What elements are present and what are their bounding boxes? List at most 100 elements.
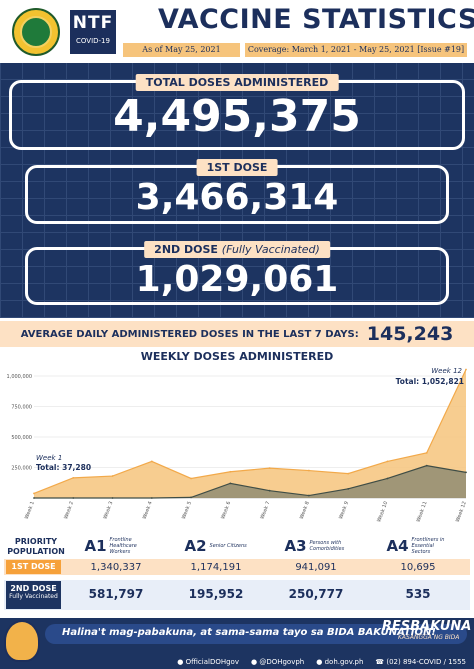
coverage-range: Coverage: March 1, 2021 - May 25, 2021 [… bbox=[245, 43, 467, 57]
second-dose-row-bg bbox=[4, 580, 470, 610]
first-dose-label: 1ST DOSE bbox=[196, 159, 278, 176]
facebook-contact[interactable]: ● OfficialDOHgov bbox=[177, 657, 239, 666]
total-doses-value: 4,495,375 bbox=[113, 91, 361, 142]
annotation-total-label: Total: 37,280 bbox=[36, 463, 91, 472]
data-point bbox=[425, 451, 428, 454]
x-tick-label: Week 6 bbox=[220, 501, 232, 520]
second-dose-note: (Fully Vaccinated) bbox=[221, 243, 320, 256]
second-dose-row-label-box: 2ND DOSE Fully Vaccinated bbox=[6, 581, 61, 609]
y-tick-label: 500,000 bbox=[11, 435, 32, 441]
second-dose-cell: 250,777 bbox=[288, 587, 344, 601]
data-point bbox=[150, 497, 153, 499]
x-tick-label: Week 10 bbox=[376, 501, 389, 523]
priority-table: PRIORITY POPULATION A1 Frontline Healthca… bbox=[0, 535, 474, 613]
priority-group-header: A1 Frontline Healthcare Workers bbox=[68, 537, 164, 557]
annotation-total-label: Total: 1,052,821 bbox=[396, 377, 464, 386]
data-point bbox=[229, 470, 232, 473]
average-daily-bar: AVERAGE DAILY ADMINISTERED DOSES IN THE … bbox=[0, 321, 474, 347]
footer-message: Halina't mag-pabakuna, at sama-sama tayo… bbox=[62, 627, 436, 638]
second-dose-cell: 581,797 bbox=[88, 587, 144, 601]
series-area-1 bbox=[34, 465, 466, 498]
data-point bbox=[308, 494, 310, 497]
data-point bbox=[465, 471, 467, 474]
priority-group-header: A4 Frontliners in Essential Sectors bbox=[370, 537, 466, 557]
x-tick-label: Week 9 bbox=[338, 501, 350, 520]
contacts-bar: ● OfficialDOHgov ● @DOHgovph ● doh.gov.p… bbox=[0, 654, 474, 669]
average-daily-value: 145,243 bbox=[366, 323, 454, 345]
total-doses-box: TOTAL DOSES ADMINISTERED 4,495,375 bbox=[9, 74, 465, 150]
x-tick-label: Week 2 bbox=[63, 501, 75, 520]
second-dose-label: 2ND DOSE bbox=[154, 243, 218, 256]
annotation-week-label: Week 1 bbox=[36, 454, 62, 462]
facebook-contact-text: OfficialDOHgov bbox=[185, 657, 239, 666]
priority-group-header: A2 Senior Citizens bbox=[168, 537, 264, 557]
second-dose-row-label: 2ND DOSE bbox=[10, 584, 57, 593]
data-point bbox=[33, 492, 35, 495]
total-doses-label: TOTAL DOSES ADMINISTERED bbox=[135, 74, 339, 91]
priority-group-desc: Frontliners in Essential Sectors bbox=[411, 537, 445, 555]
priority-group-code: A4 bbox=[386, 537, 409, 555]
second-dose-value: 1,029,061 bbox=[135, 259, 339, 300]
x-tick-label: Week 5 bbox=[181, 501, 193, 520]
data-point bbox=[190, 496, 192, 499]
data-point bbox=[72, 476, 75, 479]
data-point bbox=[33, 497, 35, 499]
doh-seal-icon bbox=[12, 8, 60, 56]
x-tick-label: Week 11 bbox=[416, 501, 429, 523]
data-point bbox=[347, 472, 350, 475]
second-dose-row-note: Fully Vaccinated bbox=[9, 593, 58, 600]
x-tick-label: Week 12 bbox=[455, 501, 468, 523]
data-point bbox=[465, 368, 467, 371]
chart-title: WEEKLY DOSES ADMINISTERED bbox=[140, 350, 334, 363]
priority-group-desc: Persons with Comorbidities bbox=[309, 540, 345, 552]
data-point bbox=[268, 489, 271, 492]
priority-group-header: A3 Persons with Comorbidities bbox=[268, 537, 364, 557]
priority-group-desc: Frontline Healthcare Workers bbox=[109, 537, 137, 555]
first-dose-cell: 10,695 bbox=[400, 562, 436, 573]
priority-group-code: A2 bbox=[184, 537, 207, 555]
x-tick-label: Week 3 bbox=[102, 501, 114, 520]
seal-inner-icon bbox=[20, 16, 52, 48]
x-tick-label: Week 7 bbox=[260, 501, 272, 520]
first-dose-value: 3,466,314 bbox=[135, 177, 339, 218]
first-dose-row-label: 1ST DOSE bbox=[6, 560, 61, 574]
website-contact-text: doh.gov.ph bbox=[324, 657, 364, 666]
website-contact[interactable]: ● doh.gov.ph bbox=[316, 657, 364, 666]
data-point bbox=[111, 497, 114, 499]
data-point bbox=[386, 477, 389, 480]
data-point bbox=[190, 477, 192, 480]
as-of-date: As of May 25, 2021 bbox=[123, 43, 240, 57]
first-dose-cell: 1,340,337 bbox=[90, 562, 142, 573]
y-tick-label: 250,000 bbox=[11, 466, 32, 472]
series-line-0 bbox=[33, 369, 467, 495]
first-dose-row-bg bbox=[4, 559, 470, 575]
twitter-contact[interactable]: ● @DOHgovph bbox=[250, 657, 305, 666]
data-point bbox=[111, 475, 114, 477]
y-tick-label: 750,000 bbox=[11, 405, 32, 411]
first-dose-cell: 941,091 bbox=[295, 562, 337, 573]
second-dose-cell: 195,952 bbox=[188, 587, 244, 601]
series-area-0 bbox=[34, 369, 466, 498]
annotation-week-label: Week 12 bbox=[431, 367, 462, 375]
priority-group-code: A1 bbox=[84, 537, 107, 555]
x-tick-label: Week 8 bbox=[299, 501, 311, 520]
priority-group-code: A3 bbox=[284, 537, 307, 555]
mascot-icon bbox=[4, 620, 40, 662]
ntf-logo: NTF COVID-19 bbox=[70, 10, 116, 54]
priority-group-desc: Senior Citizens bbox=[209, 543, 247, 549]
second-dose-box: 2ND DOSE (Fully Vaccinated) 1,029,061 bbox=[25, 241, 449, 305]
series-line-1 bbox=[34, 465, 467, 499]
first-dose-box: 1ST DOSE 3,466,314 bbox=[25, 159, 449, 224]
x-tick-label: Week 1 bbox=[24, 501, 36, 520]
phone-contact-text: (02) 894-COVID / 1555 bbox=[386, 657, 466, 666]
twitter-contact-text: @DOHgovph bbox=[259, 657, 305, 666]
weekly-doses-chart: 1,000,000 750,000 500,000 250,000 Week 1 Week… bbox=[7, 367, 468, 523]
ntf-logo-text: NTF bbox=[72, 13, 114, 33]
data-point bbox=[229, 482, 232, 485]
ntf-logo-sub: COVID-19 bbox=[76, 37, 110, 45]
x-tick-label: Week 4 bbox=[142, 501, 154, 520]
phone-contact[interactable]: ☎ (02) 894-COVID / 1555 bbox=[375, 657, 466, 666]
data-point bbox=[268, 467, 271, 470]
data-point bbox=[425, 464, 428, 467]
data-point bbox=[72, 497, 75, 499]
